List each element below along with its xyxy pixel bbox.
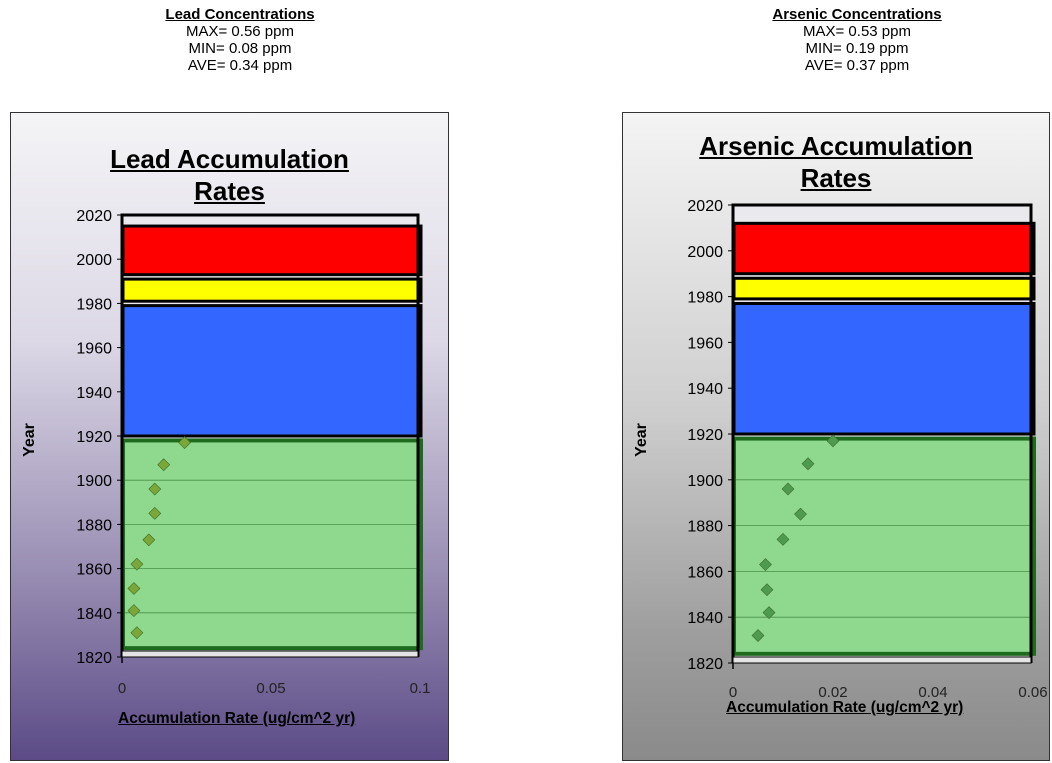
arsenic-title-line1: Arsenic Accumulation xyxy=(699,131,973,161)
arsenic-y-tick-label: 1820 xyxy=(687,656,723,673)
lead-y-tick-label: 1980 xyxy=(76,296,112,313)
lead-x-tick-label: 0.1 xyxy=(410,680,431,697)
arsenic-y-tick-label: 1980 xyxy=(687,290,723,307)
lead-y-tick-label: 1960 xyxy=(76,341,112,358)
lead-band-yellow xyxy=(121,277,423,303)
lead-y-tick-label: 1840 xyxy=(76,606,112,623)
lead-stats-heading: Lead Concentrations xyxy=(165,6,315,23)
arsenic-x-tick-label: 0 xyxy=(729,684,737,701)
lead-data-point xyxy=(127,582,141,595)
lead-band-green xyxy=(121,438,423,651)
lead-x-axis-label: Accumulation Rate (ug/cm^2 yr) xyxy=(118,710,356,727)
lead-data-point xyxy=(127,604,141,618)
lead-y-tick-label: 1920 xyxy=(76,429,112,446)
arsenic-stats-ave: AVE= 0.37 ppm xyxy=(804,57,910,74)
lead-chart: 1820 1840 1860 1880 1900 1920 1940 1960 1980 2000… xyxy=(10,112,449,761)
arsenic-data-point xyxy=(781,482,795,496)
lead-stats-ave: AVE= 0.34 ppm xyxy=(187,57,293,74)
arsenic-data-point xyxy=(794,507,807,521)
arsenic-y-tick-label: 2000 xyxy=(687,244,723,261)
arsenic-stats: Arsenic Concentrations MAX= 0.53 ppm MIN… xyxy=(747,6,967,74)
arsenic-data-point xyxy=(751,629,765,642)
lead-y-tick-label: 2000 xyxy=(76,252,112,269)
arsenic-y-tick-label: 1880 xyxy=(687,519,723,536)
lead-band-red xyxy=(121,224,423,277)
arsenic-data-point xyxy=(826,434,840,448)
arsenic-data-point xyxy=(762,606,776,620)
lead-stats-max: MAX= 0.56 ppm xyxy=(186,23,294,40)
arsenic-y-axis-label: Year xyxy=(632,423,650,457)
arsenic-title-line2: Rates xyxy=(800,163,872,193)
lead-chart-title: Lead Accumulation Rates xyxy=(11,143,448,207)
arsenic-band-red xyxy=(732,221,1036,276)
lead-data-point xyxy=(148,506,162,520)
arsenic-stats-heading: Arsenic Concentrations xyxy=(772,6,942,23)
arsenic-chart-title: Arsenic Accumulation Rates xyxy=(623,130,1049,194)
arsenic-y-tick-label: 1920 xyxy=(687,427,723,444)
arsenic-x-tick-label: 0.04 xyxy=(918,684,947,701)
lead-data-point xyxy=(142,533,156,547)
lead-y-tick-label: 1880 xyxy=(76,517,112,534)
lead-y-tick-label: 1860 xyxy=(76,562,112,579)
lead-bottom-strip xyxy=(121,650,419,658)
arsenic-y-tick-label: 1840 xyxy=(687,610,723,627)
arsenic-y-tick-label: 1960 xyxy=(687,335,723,352)
arsenic-stats-min: MIN= 0.19 ppm xyxy=(805,40,909,57)
lead-data-point xyxy=(130,626,144,640)
arsenic-data-point xyxy=(801,457,815,471)
lead-stats-min: MIN= 0.08 ppm xyxy=(188,40,292,57)
lead-y-tick-label: 1900 xyxy=(76,473,112,490)
lead-y-tick-label: 1820 xyxy=(76,650,112,667)
arsenic-data-point xyxy=(760,583,774,597)
arsenic-y-tick-label: 1940 xyxy=(687,381,723,398)
lead-title-line1: Lead Accumulation xyxy=(110,144,349,174)
arsenic-x-axis-label: Accumulation Rate (ug/cm^2 yr) xyxy=(726,699,964,716)
lead-y-tick-label: 1940 xyxy=(76,385,112,402)
arsenic-data-point xyxy=(759,558,772,571)
arsenic-bottom-strip xyxy=(732,656,1032,664)
lead-y-tick-label: 2020 xyxy=(76,208,112,225)
lead-data-point xyxy=(178,436,192,450)
lead-y-axis-label: Year xyxy=(20,423,38,457)
arsenic-x-tick-label: 0.06 xyxy=(1018,684,1047,701)
arsenic-x-tick-label: 0.02 xyxy=(818,684,847,701)
lead-data-point xyxy=(148,482,162,496)
arsenic-y-tick-label: 1860 xyxy=(687,564,723,581)
arsenic-band-blue xyxy=(732,301,1036,436)
arsenic-y-tick-label: 1900 xyxy=(687,473,723,490)
lead-data-point xyxy=(130,557,144,571)
lead-title-line2: Rates xyxy=(194,176,265,206)
arsenic-chart: 1820 1840 1860 1880 1900 1920 1940 1960 1980 2000… xyxy=(622,112,1050,761)
arsenic-chart-svg: 1820 1840 1860 1880 1900 1920 1940 1960 1980 2000… xyxy=(623,113,1049,760)
lead-x-tick-label: 0.05 xyxy=(256,680,285,697)
lead-stats: Lead Concentrations MAX= 0.56 ppm MIN= 0… xyxy=(130,6,350,74)
arsenic-data-point xyxy=(776,532,790,546)
arsenic-stats-max: MAX= 0.53 ppm xyxy=(803,23,911,40)
arsenic-band-green xyxy=(732,436,1036,656)
lead-data-point xyxy=(157,458,171,472)
arsenic-band-yellow xyxy=(732,276,1036,301)
lead-chart-svg: 1820 1840 1860 1880 1900 1920 1940 1960 1980 2000… xyxy=(11,113,448,760)
arsenic-y-tick-label: 2020 xyxy=(687,198,723,215)
lead-band-blue xyxy=(121,304,423,438)
lead-x-tick-label: 0 xyxy=(118,680,126,697)
